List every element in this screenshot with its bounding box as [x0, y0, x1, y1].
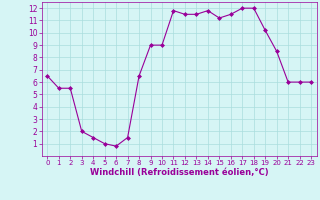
X-axis label: Windchill (Refroidissement éolien,°C): Windchill (Refroidissement éolien,°C)	[90, 168, 268, 177]
